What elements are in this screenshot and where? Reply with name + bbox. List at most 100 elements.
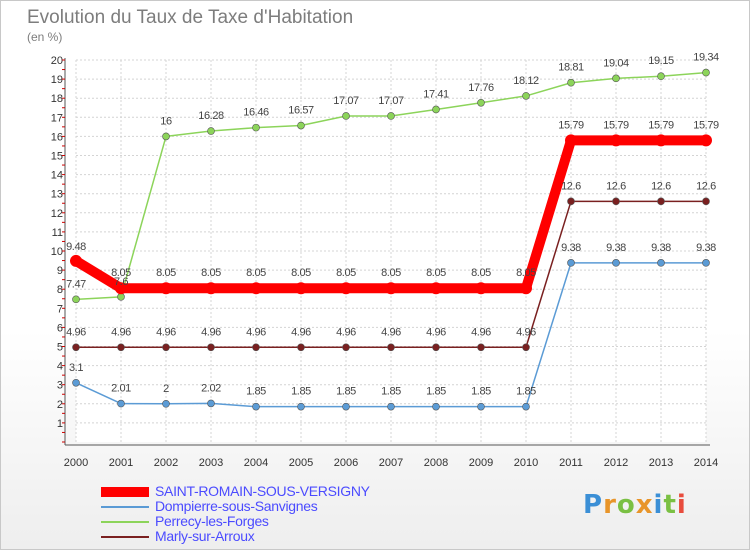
data-label: 15.79: [558, 119, 584, 131]
x-tick-label: 2003: [199, 457, 223, 469]
series-point: [612, 197, 620, 206]
data-label: 8.05: [246, 267, 266, 279]
data-label: 4.96: [381, 326, 401, 338]
data-label: 4.96: [111, 326, 131, 338]
series-point: [387, 112, 395, 120]
series-point: [610, 134, 622, 147]
data-label: 18.12: [513, 75, 539, 87]
series-point: [340, 282, 352, 295]
series-point: [702, 68, 710, 77]
series-point: [477, 98, 485, 107]
y-tick-label: 3: [57, 380, 63, 392]
series-point: [565, 134, 577, 147]
series-point: [162, 343, 170, 352]
series-point: [387, 402, 395, 411]
chart-unit-label: (en %): [27, 30, 63, 44]
data-label: 8.05: [471, 267, 491, 279]
series-point: [117, 399, 125, 408]
legend-swatch: [101, 536, 149, 538]
series-point: [297, 402, 305, 411]
data-label: 15.79: [648, 119, 674, 131]
data-label: 4.96: [336, 326, 356, 338]
y-tick-label: 11: [52, 227, 63, 239]
x-tick-label: 2011: [559, 457, 583, 469]
data-label: 15.79: [693, 119, 719, 131]
series-point: [115, 282, 127, 295]
series-point: [522, 92, 530, 100]
data-label: 17.07: [378, 95, 404, 107]
series-point: [205, 282, 217, 295]
series-point: [162, 399, 170, 408]
series-point: [567, 259, 575, 267]
y-tick-label: 4: [57, 361, 63, 373]
legend-label: Dompierre-sous-Sanvignes: [155, 498, 318, 514]
series-point: [160, 282, 172, 295]
data-label: 9.38: [651, 242, 671, 254]
data-label: 3.1: [69, 362, 83, 374]
series-point: [297, 343, 305, 352]
series-point: [342, 402, 350, 411]
y-tick-label: 1: [57, 418, 63, 430]
data-label: 8.05: [426, 267, 446, 279]
logo-letter: t: [663, 490, 677, 520]
legend-swatch: [101, 487, 149, 497]
x-tick-label: 2008: [424, 457, 448, 469]
series-point: [342, 343, 350, 352]
data-label: 4.96: [156, 326, 176, 338]
y-tick-label: 6: [57, 322, 63, 334]
data-label: 4.96: [201, 326, 221, 338]
data-label: 8.05: [111, 267, 131, 279]
x-tick-label: 2010: [514, 457, 538, 469]
data-label: 1.85: [336, 386, 356, 398]
data-label: 1.85: [246, 386, 266, 398]
y-tick-label: 8: [57, 284, 63, 296]
series-point: [252, 343, 260, 352]
series-point: [477, 343, 485, 352]
series-point: [702, 197, 710, 206]
series-point: [657, 197, 665, 206]
y-tick-label: 7: [57, 303, 63, 315]
data-label: 17.41: [423, 88, 449, 100]
data-label: 7.6: [114, 276, 128, 288]
data-label: 16.46: [243, 107, 269, 119]
data-label: 17.76: [468, 82, 494, 94]
y-tick-label: 10: [51, 246, 63, 258]
legend-label: Marly-sur-Arroux: [155, 528, 255, 544]
data-label: 7.47: [66, 278, 86, 290]
series-point: [432, 105, 440, 114]
y-tick-label: 15: [51, 151, 63, 163]
series-point: [520, 282, 532, 295]
data-label: 8.05: [291, 267, 311, 279]
data-label: 2.01: [111, 383, 131, 395]
series-point: [250, 282, 262, 295]
series-point: [567, 78, 575, 87]
y-tick-label: 9: [57, 265, 63, 277]
y-tick-label: 2: [57, 399, 63, 411]
logo-letter: x: [635, 490, 654, 520]
y-tick-label: 19: [51, 74, 63, 86]
data-label: 1.85: [381, 386, 401, 398]
series-point: [700, 134, 712, 147]
y-tick-label: 18: [51, 93, 63, 105]
data-label: 2: [163, 383, 169, 395]
logo-letter: r: [603, 490, 617, 520]
data-label: 8.05: [156, 267, 176, 279]
series-point: [655, 134, 667, 147]
series-point: [432, 402, 440, 411]
series-point: [477, 402, 485, 411]
series-point: [72, 378, 80, 387]
series-point: [657, 259, 665, 267]
series-point: [117, 293, 125, 301]
series-point: [72, 295, 80, 304]
data-label: 9.48: [66, 241, 86, 253]
data-label: 9.38: [561, 242, 581, 254]
series-point: [385, 282, 397, 295]
series-point: [70, 254, 82, 267]
x-tick-label: 2013: [649, 457, 673, 469]
series-point: [475, 282, 487, 295]
legend-label: SAINT-ROMAIN-SOUS-VERSIGNY: [155, 483, 370, 499]
legend-label: Perrecy-les-Forges: [155, 513, 269, 529]
x-tick-label: 2000: [64, 457, 88, 469]
